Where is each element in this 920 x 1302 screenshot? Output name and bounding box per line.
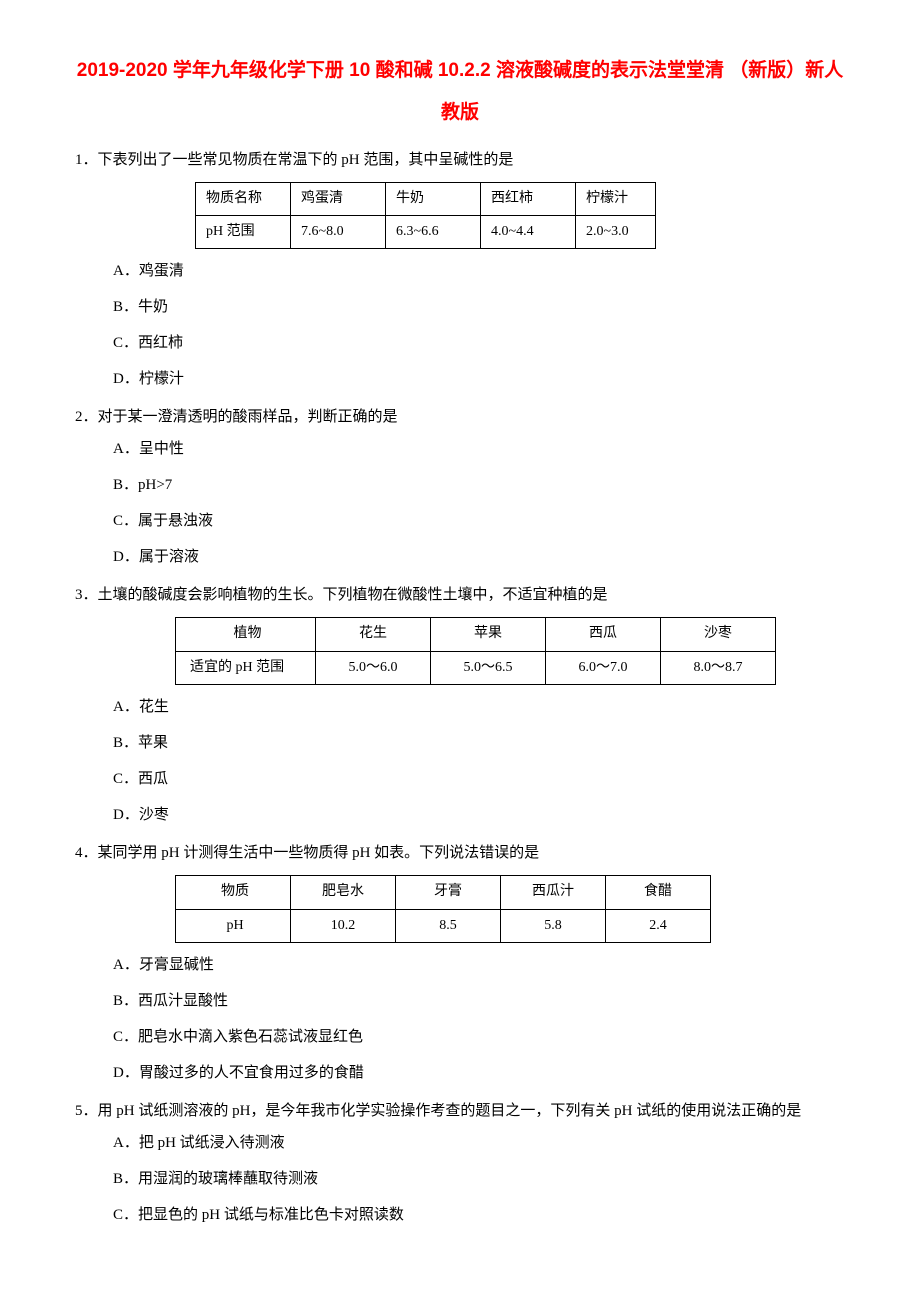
question-1: 1．下表列出了一些常见物质在常温下的 pH 范围，其中呈碱性的是 物质名称 鸡蛋…	[75, 148, 845, 392]
q1-t-r1c3: 牛奶	[386, 182, 481, 215]
q1-t-r2c1: pH 范围	[196, 215, 291, 248]
q3-options: A．花生 B．苹果 C．西瓜 D．沙枣	[75, 695, 845, 827]
q1-option-b: B．牛奶	[113, 295, 845, 319]
table-row: 植物 花生 苹果 西瓜 沙枣	[176, 618, 776, 651]
q5-option-c: C．把显色的 pH 试纸与标准比色卡对照读数	[113, 1203, 845, 1227]
q4-t-r2c1: pH	[176, 909, 291, 942]
q1-options: A．鸡蛋清 B．牛奶 C．西红柿 D．柠檬汁	[75, 259, 845, 391]
q3-t-r2c3: 5.0～6.5	[431, 651, 546, 684]
table-row: 适宜的 pH 范围 5.0～6.0 5.0～6.5 6.0～7.0 8.0～8.…	[176, 651, 776, 684]
q5-option-a: A．把 pH 试纸浸入待测液	[113, 1131, 845, 1155]
q2-text: 2．对于某一澄清透明的酸雨样品，判断正确的是	[75, 405, 845, 429]
q3-t-r1c5: 沙枣	[661, 618, 776, 651]
q4-option-c: C．肥皂水中滴入紫色石蕊试液显红色	[113, 1025, 845, 1049]
q3-t-r2c4: 6.0～7.0	[546, 651, 661, 684]
q1-t-r2c5: 2.0~3.0	[576, 215, 656, 248]
q3-t-r1c1: 植物	[176, 618, 316, 651]
q1-t-r1c2: 鸡蛋清	[291, 182, 386, 215]
q2-option-b: B．pH>7	[113, 473, 845, 497]
q4-option-a: A．牙膏显碱性	[113, 953, 845, 977]
q4-text: 4．某同学用 pH 计测得生活中一些物质得 pH 如表。下列说法错误的是	[75, 841, 845, 865]
q3-option-b: B．苹果	[113, 731, 845, 755]
q3-table: 植物 花生 苹果 西瓜 沙枣 适宜的 pH 范围 5.0～6.0 5.0～6.5…	[175, 617, 776, 685]
q3-text: 3．土壤的酸碱度会影响植物的生长。下列植物在微酸性土壤中，不适宜种植的是	[75, 583, 845, 607]
q1-t-r1c5: 柠檬汁	[576, 182, 656, 215]
q4-t-r1c1: 物质	[176, 876, 291, 909]
q4-t-r2c5: 2.4	[606, 909, 711, 942]
table-row: pH 范围 7.6~8.0 6.3~6.6 4.0~4.4 2.0~3.0	[196, 215, 656, 248]
q4-t-r2c4: 5.8	[501, 909, 606, 942]
q2-option-a: A．呈中性	[113, 437, 845, 461]
q4-table: 物质 肥皂水 牙膏 西瓜汁 食醋 pH 10.2 8.5 5.8 2.4	[175, 875, 711, 943]
q4-option-b: B．西瓜汁显酸性	[113, 989, 845, 1013]
q4-t-r1c3: 牙膏	[396, 876, 501, 909]
q3-t-r2c5: 8.0～8.7	[661, 651, 776, 684]
q4-option-d: D．胃酸过多的人不宜食用过多的食醋	[113, 1061, 845, 1085]
q3-t-r2c1: 适宜的 pH 范围	[176, 651, 316, 684]
question-5: 5．用 pH 试纸测溶液的 pH，是今年我市化学实验操作考查的题目之一，下列有关…	[75, 1099, 845, 1227]
table-row: pH 10.2 8.5 5.8 2.4	[176, 909, 711, 942]
q2-option-d: D．属于溶液	[113, 545, 845, 569]
q3-t-r1c2: 花生	[316, 618, 431, 651]
q3-t-r1c4: 西瓜	[546, 618, 661, 651]
q3-t-r1c3: 苹果	[431, 618, 546, 651]
q4-t-r1c2: 肥皂水	[291, 876, 396, 909]
question-3: 3．土壤的酸碱度会影响植物的生长。下列植物在微酸性土壤中，不适宜种植的是 植物 …	[75, 583, 845, 827]
q1-t-r2c4: 4.0~4.4	[481, 215, 576, 248]
q1-t-r2c3: 6.3~6.6	[386, 215, 481, 248]
q4-t-r2c2: 10.2	[291, 909, 396, 942]
q3-option-a: A．花生	[113, 695, 845, 719]
q2-option-c: C．属于悬浊液	[113, 509, 845, 533]
q2-options: A．呈中性 B．pH>7 C．属于悬浊液 D．属于溶液	[75, 437, 845, 569]
q5-options: A．把 pH 试纸浸入待测液 B．用湿润的玻璃棒蘸取待测液 C．把显色的 pH …	[75, 1131, 845, 1227]
q1-option-c: C．西红柿	[113, 331, 845, 355]
q4-t-r1c4: 西瓜汁	[501, 876, 606, 909]
q5-option-b: B．用湿润的玻璃棒蘸取待测液	[113, 1167, 845, 1191]
q5-text: 5．用 pH 试纸测溶液的 pH，是今年我市化学实验操作考查的题目之一，下列有关…	[75, 1099, 845, 1123]
q3-option-c: C．西瓜	[113, 767, 845, 791]
question-2: 2．对于某一澄清透明的酸雨样品，判断正确的是 A．呈中性 B．pH>7 C．属于…	[75, 405, 845, 569]
table-row: 物质 肥皂水 牙膏 西瓜汁 食醋	[176, 876, 711, 909]
q3-t-r2c2: 5.0～6.0	[316, 651, 431, 684]
q1-option-a: A．鸡蛋清	[113, 259, 845, 283]
q3-option-d: D．沙枣	[113, 803, 845, 827]
table-row: 物质名称 鸡蛋清 牛奶 西红柿 柠檬汁	[196, 182, 656, 215]
q4-t-r2c3: 8.5	[396, 909, 501, 942]
q4-options: A．牙膏显碱性 B．西瓜汁显酸性 C．肥皂水中滴入紫色石蕊试液显红色 D．胃酸过…	[75, 953, 845, 1085]
q1-t-r1c1: 物质名称	[196, 182, 291, 215]
q4-t-r1c5: 食醋	[606, 876, 711, 909]
q1-text: 1．下表列出了一些常见物质在常温下的 pH 范围，其中呈碱性的是	[75, 148, 845, 172]
q1-t-r2c2: 7.6~8.0	[291, 215, 386, 248]
q1-option-d: D．柠檬汁	[113, 367, 845, 391]
question-4: 4．某同学用 pH 计测得生活中一些物质得 pH 如表。下列说法错误的是 物质 …	[75, 841, 845, 1085]
q1-table: 物质名称 鸡蛋清 牛奶 西红柿 柠檬汁 pH 范围 7.6~8.0 6.3~6.…	[195, 182, 656, 250]
q1-t-r1c4: 西红柿	[481, 182, 576, 215]
document-title: 2019-2020 学年九年级化学下册 10 酸和碱 10.2.2 溶液酸碱度的…	[75, 50, 845, 134]
